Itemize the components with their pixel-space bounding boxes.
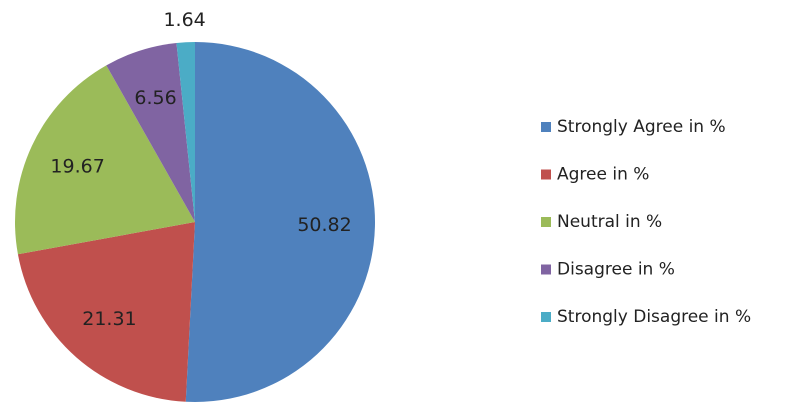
pie-slice xyxy=(15,65,196,255)
legend-swatch xyxy=(541,312,551,322)
pie-slice xyxy=(106,42,195,222)
data-label: 50.82 xyxy=(297,214,351,236)
pie-slice xyxy=(176,42,195,222)
data-label: 1.64 xyxy=(163,9,205,31)
legend-label: Strongly Disagree in % xyxy=(557,307,751,327)
data-label: 19.67 xyxy=(50,156,104,178)
legend-swatch xyxy=(541,217,551,227)
legend-swatch xyxy=(541,169,551,180)
legend-label: Strongly Agree in % xyxy=(557,117,726,137)
pie-slice xyxy=(185,42,376,403)
legend-swatch xyxy=(541,264,551,275)
pie-slice xyxy=(17,222,195,402)
data-label: 21.31 xyxy=(82,308,136,330)
legend-swatch xyxy=(541,122,551,132)
legend-label: Neutral in % xyxy=(557,212,662,232)
legend-label: Disagree in % xyxy=(557,260,675,280)
legend-label: Agree in % xyxy=(557,165,649,185)
data-label: 6.56 xyxy=(134,87,176,109)
